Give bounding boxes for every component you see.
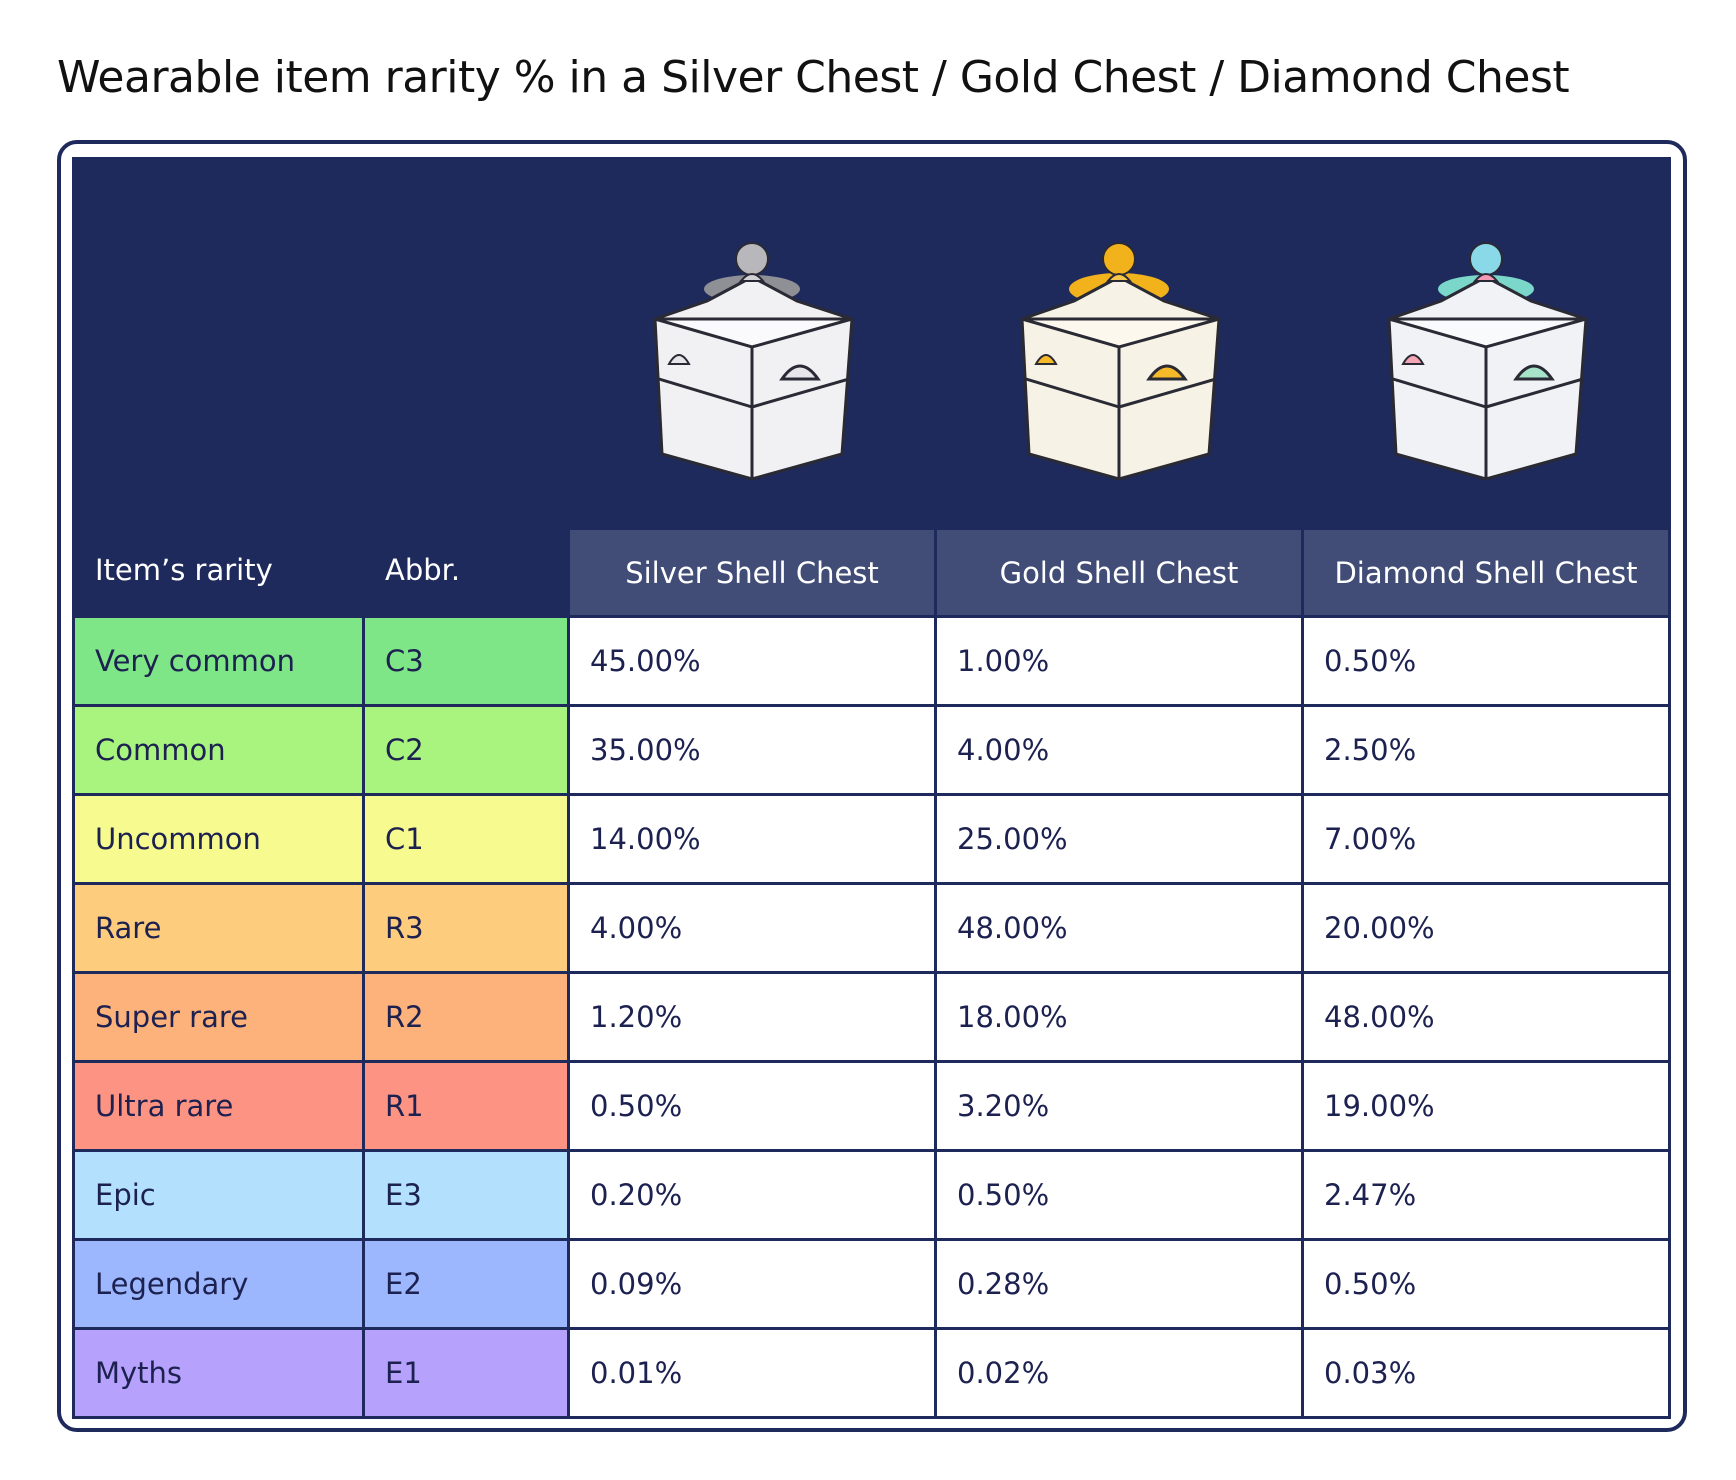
rarity-name-cell: Uncommon — [72, 793, 365, 885]
chest-image-row: Item’s rarity Abbr. — [72, 157, 1671, 618]
rarity-name-cell: Ultra rare — [72, 1060, 365, 1152]
diamond-chest-value-cell: 2.50% — [1301, 704, 1671, 796]
diamond-chest-value-cell: 7.00% — [1301, 793, 1671, 885]
gold-chest-value-cell: 4.00% — [934, 704, 1304, 796]
diamond-chest-value-cell: 0.50% — [1301, 615, 1671, 707]
rarity-name-cell: Legendary — [72, 1238, 365, 1330]
gold-chest-value-cell: 1.00% — [934, 615, 1304, 707]
table-row: Legendary E2 0.09% 0.28% 0.50% — [72, 1238, 1671, 1330]
silver-chest-value-cell: 4.00% — [567, 882, 937, 974]
table-row: Super rare R2 1.20% 18.00% 48.00% — [72, 971, 1671, 1063]
gold-chest-value-cell: 0.50% — [934, 1149, 1304, 1241]
silver-shell-chest-icon — [653, 241, 854, 481]
diamond-chest-image-cell — [1301, 157, 1671, 530]
chest-label-row: Silver Shell Chest Gold Shell Chest Diam… — [74, 527, 1671, 618]
silver-chest-image-cell — [567, 157, 937, 530]
gold-shell-chest-header: Gold Shell Chest — [934, 527, 1304, 618]
rarity-abbr-cell: E2 — [362, 1238, 570, 1330]
rarity-column-header: Item’s rarity — [72, 157, 365, 618]
table-row: Very common C3 45.00% 1.00% 0.50% — [72, 615, 1671, 707]
gold-chest-value-cell: 25.00% — [934, 793, 1304, 885]
gold-chest-value-cell: 0.02% — [934, 1327, 1304, 1419]
rarity-abbr-cell: C1 — [362, 793, 570, 885]
silver-chest-value-cell: 1.20% — [567, 971, 937, 1063]
table-row: Epic E3 0.20% 0.50% 2.47% — [72, 1149, 1671, 1241]
rarity-name-cell: Rare — [72, 882, 365, 974]
diamond-shell-chest-header: Diamond Shell Chest — [1301, 527, 1671, 618]
rarity-abbr-cell: E1 — [362, 1327, 570, 1419]
silver-chest-value-cell: 0.09% — [567, 1238, 937, 1330]
table-row: Common C2 35.00% 4.00% 2.50% — [72, 704, 1671, 796]
silver-chest-value-cell: 0.01% — [567, 1327, 937, 1419]
rarity-name-cell: Super rare — [72, 971, 365, 1063]
table-row: Rare R3 4.00% 48.00% 20.00% — [72, 882, 1671, 974]
rarity-name-cell: Myths — [72, 1327, 365, 1419]
silver-chest-value-cell: 0.20% — [567, 1149, 937, 1241]
rarity-name-cell: Common — [72, 704, 365, 796]
diamond-shell-chest-icon — [1387, 241, 1588, 481]
rarity-abbr-cell: C3 — [362, 615, 570, 707]
abbr-column-header: Abbr. — [362, 157, 570, 618]
gold-chest-image-cell — [934, 157, 1304, 530]
rarity-name-cell: Very common — [72, 615, 365, 707]
page-title: Wearable item rarity % in a Silver Chest… — [57, 52, 1570, 103]
table-row: Ultra rare R1 0.50% 3.20% 19.00% — [72, 1060, 1671, 1152]
gold-chest-value-cell: 0.28% — [934, 1238, 1304, 1330]
gold-chest-value-cell: 3.20% — [934, 1060, 1304, 1152]
gold-chest-value-cell: 48.00% — [934, 882, 1304, 974]
diamond-chest-value-cell: 0.03% — [1301, 1327, 1671, 1419]
rarity-abbr-cell: C2 — [362, 704, 570, 796]
gold-chest-value-cell: 18.00% — [934, 971, 1304, 1063]
silver-chest-value-cell: 45.00% — [567, 615, 937, 707]
rarity-abbr-cell: R3 — [362, 882, 570, 974]
diamond-chest-value-cell: 19.00% — [1301, 1060, 1671, 1152]
silver-chest-value-cell: 14.00% — [567, 793, 937, 885]
rarity-abbr-cell: E3 — [362, 1149, 570, 1241]
rarity-abbr-cell: R1 — [362, 1060, 570, 1152]
diamond-chest-value-cell: 48.00% — [1301, 971, 1671, 1063]
diamond-chest-value-cell: 2.47% — [1301, 1149, 1671, 1241]
table-row: Myths E1 0.01% 0.02% 0.03% — [72, 1327, 1671, 1419]
table-row: Uncommon C1 14.00% 25.00% 7.00% — [72, 793, 1671, 885]
silver-shell-chest-header: Silver Shell Chest — [567, 527, 937, 618]
silver-chest-value-cell: 0.50% — [567, 1060, 937, 1152]
rarity-abbr-cell: R2 — [362, 971, 570, 1063]
gold-shell-chest-icon — [1020, 241, 1221, 481]
diamond-chest-value-cell: 0.50% — [1301, 1238, 1671, 1330]
rarity-name-cell: Epic — [72, 1149, 365, 1241]
rarity-table: Item’s rarity Abbr. — [72, 157, 1671, 1419]
silver-chest-value-cell: 35.00% — [567, 704, 937, 796]
diamond-chest-value-cell: 20.00% — [1301, 882, 1671, 974]
